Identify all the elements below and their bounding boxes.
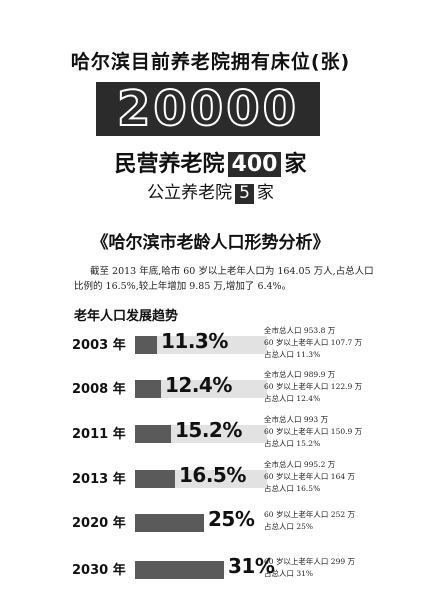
trend-year: 2011 年	[72, 427, 126, 442]
trend-bar	[135, 425, 171, 443]
public-homes-count: 5	[235, 183, 254, 204]
trend-info-line: 占总人口 15.2%	[264, 439, 321, 448]
private-homes-label: 民营养老院	[114, 152, 225, 177]
analysis-title: 《哈尔滨市老龄人口形势分析》	[91, 233, 330, 253]
trend-info: 全市总人口 993 万 60 岁以上老年人口 150.9 万占总人口 15.2%	[264, 414, 362, 450]
trend-info-line: 全市总人口 993 万	[264, 415, 329, 424]
trend-info-line: 60 岁以上老年人口 299 万	[264, 557, 356, 566]
trend-info-line: 占总人口 31%	[264, 569, 314, 578]
trend-info-line: 60 岁以上老年人口 252 万	[264, 510, 356, 519]
analysis-intro: 截至 2013 年底,哈市 60 岁以上老年人口为 164.05 万人,占总人口…	[74, 266, 374, 292]
trend-bar	[135, 561, 224, 579]
trend-info-line: 60 岁以上老年人口 164 万	[264, 472, 356, 481]
total-beds-number: 20000	[116, 81, 299, 137]
trend-row: 2003 年 11.3% 全市总人口 953.8 万 60 岁以上老年人口 107.7…	[0, 322, 421, 366]
trend-row: 2008 年 12.4% 全市总人口 989.9 万 60 岁以上老年人口 122.9…	[0, 366, 421, 410]
trend-percent: 11.3%	[161, 329, 228, 353]
trend-info: 全市总人口 989.9 万 60 岁以上老年人口 122.9 万占总人口 12.4…	[264, 369, 362, 405]
trend-info-line: 占总人口 25%	[264, 522, 314, 531]
trend-title: 老年人口发展趋势	[74, 309, 179, 324]
private-homes-count: 400	[227, 152, 282, 178]
private-homes-line: 民营养老院 400 家	[0, 146, 421, 178]
public-homes-unit: 家	[256, 183, 274, 203]
trend-percent: 12.4%	[165, 373, 232, 397]
header-title: 哈尔滨目前养老院拥有床位(张)	[70, 51, 351, 73]
trend-info-line: 60 岁以上老年人口 107.7 万	[264, 338, 363, 347]
private-homes-unit: 家	[284, 152, 307, 177]
trend-percent: 16.5%	[179, 463, 246, 487]
trend-bar-track	[135, 380, 267, 398]
trend-info: 60 岁以上老年人口 252 万占总人口 25%	[264, 509, 355, 533]
trend-info-line: 60 岁以上老年人口 122.9 万	[264, 382, 363, 391]
trend-percent: 25%	[208, 507, 255, 531]
trend-row: 2013 年 16.5% 全市总人口 995.2 万 60 岁以上老年人口 164 万…	[0, 456, 421, 500]
trend-row: 2030 年 31% 60 岁以上老年人口 299 万占总人口 31%	[0, 547, 421, 591]
trend-info-line: 全市总人口 953.8 万	[264, 326, 336, 335]
trend-bar	[135, 470, 175, 488]
trend-info: 60 岁以上老年人口 299 万占总人口 31%	[264, 556, 355, 580]
public-homes-line: 公立养老院 5 家	[0, 178, 421, 204]
trend-year: 2030 年	[72, 563, 126, 578]
trend-bar	[135, 380, 161, 398]
trend-info: 全市总人口 995.2 万 60 岁以上老年人口 164 万占总人口 16.5%	[264, 459, 355, 495]
total-beds-band	[96, 82, 320, 136]
trend-row: 2011 年 15.2% 全市总人口 993 万 60 岁以上老年人口 150.9 万…	[0, 411, 421, 455]
trend-year: 2008 年	[72, 382, 126, 397]
trend-info-line: 占总人口 12.4%	[264, 394, 321, 403]
trend-percent: 15.2%	[175, 418, 242, 442]
trend-info-line: 全市总人口 995.2 万	[264, 460, 336, 469]
trend-row: 2020 年 25% 60 岁以上老年人口 252 万占总人口 25%	[0, 500, 421, 544]
trend-info-line: 占总人口 16.5%	[264, 484, 321, 493]
trend-info-line: 全市总人口 989.9 万	[264, 370, 336, 379]
trend-percent: 31%	[228, 554, 275, 578]
trend-info: 全市总人口 953.8 万 60 岁以上老年人口 107.7 万占总人口 11.3…	[264, 325, 362, 361]
trend-info-line: 60 岁以上老年人口 150.9 万	[264, 427, 363, 436]
trend-year: 2020 年	[72, 516, 126, 531]
trend-bar	[135, 514, 204, 532]
trend-year: 2003 年	[72, 338, 126, 353]
public-homes-label: 公立养老院	[147, 183, 233, 203]
trend-bar-track	[135, 336, 267, 354]
trend-year: 2013 年	[72, 472, 126, 487]
trend-bar	[135, 336, 157, 354]
trend-info-line: 占总人口 11.3%	[264, 350, 321, 359]
